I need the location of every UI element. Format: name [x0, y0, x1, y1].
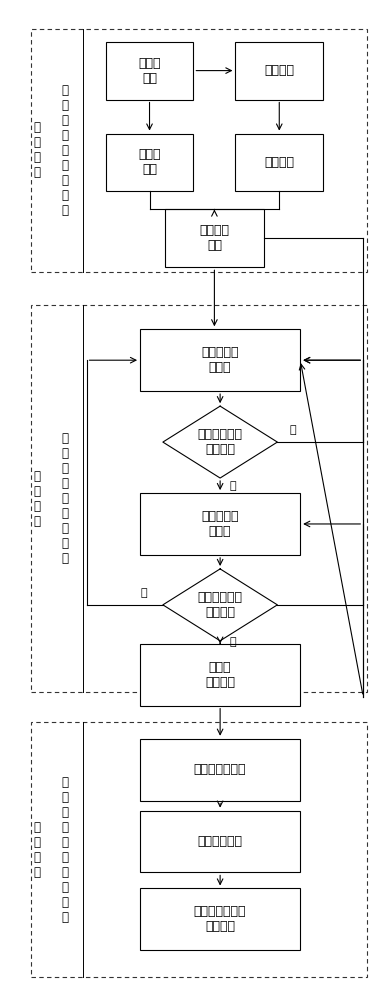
Text: 非物流
关系: 非物流 关系 — [138, 148, 161, 176]
Text: 物流园区功能区
布局方案: 物流园区功能区 布局方案 — [194, 905, 246, 933]
Text: 第
二
阶
段: 第 二 阶 段 — [33, 470, 41, 528]
FancyBboxPatch shape — [140, 888, 300, 950]
Bar — [31, 305, 367, 692]
Bar — [31, 722, 367, 977]
Text: 是: 是 — [141, 588, 147, 598]
FancyBboxPatch shape — [140, 329, 300, 391]
Text: 作业流程: 作业流程 — [264, 64, 294, 77]
Text: 摆放待分配
功能区: 摆放待分配 功能区 — [201, 510, 239, 538]
FancyBboxPatch shape — [140, 644, 300, 706]
Text: 是: 是 — [230, 481, 236, 491]
Text: 多目标规划模型: 多目标规划模型 — [194, 763, 246, 776]
Text: 综合相互
关系: 综合相互 关系 — [200, 224, 229, 252]
FancyBboxPatch shape — [236, 42, 323, 100]
Text: 物流关系: 物流关系 — [264, 156, 294, 169]
FancyBboxPatch shape — [140, 493, 300, 555]
Text: 是否布置待分
配功能区: 是否布置待分 配功能区 — [198, 428, 242, 456]
Bar — [31, 29, 367, 272]
Text: 第
一
阶
段: 第 一 阶 段 — [33, 121, 41, 179]
FancyBboxPatch shape — [140, 811, 300, 872]
Text: 选择待分配
功能区: 选择待分配 功能区 — [201, 346, 239, 374]
Text: 是否存在未分
配功能区: 是否存在未分 配功能区 — [198, 591, 242, 619]
Text: 功能区
设置: 功能区 设置 — [138, 57, 161, 85]
Text: 第
三
阶
段: 第 三 阶 段 — [33, 821, 41, 879]
FancyBboxPatch shape — [106, 134, 193, 191]
Text: 遗传算法求解: 遗传算法求解 — [198, 835, 242, 848]
FancyBboxPatch shape — [236, 134, 323, 191]
FancyBboxPatch shape — [140, 739, 300, 801]
Text: 否: 否 — [230, 637, 236, 647]
FancyBboxPatch shape — [165, 209, 264, 267]
Text: 功
能
区
位
置
及
形
状
确
定: 功 能 区 位 置 及 形 状 确 定 — [61, 776, 68, 924]
Text: 功
能
区
布
局
结
构
确
定: 功 能 区 布 局 结 构 确 定 — [61, 432, 68, 565]
FancyBboxPatch shape — [106, 42, 193, 100]
Text: 功
能
区
相
互
关
系
确
定: 功 能 区 相 互 关 系 确 定 — [61, 84, 68, 217]
Text: 否: 否 — [289, 425, 296, 435]
Text: 功能区
布局结构: 功能区 布局结构 — [205, 661, 235, 689]
